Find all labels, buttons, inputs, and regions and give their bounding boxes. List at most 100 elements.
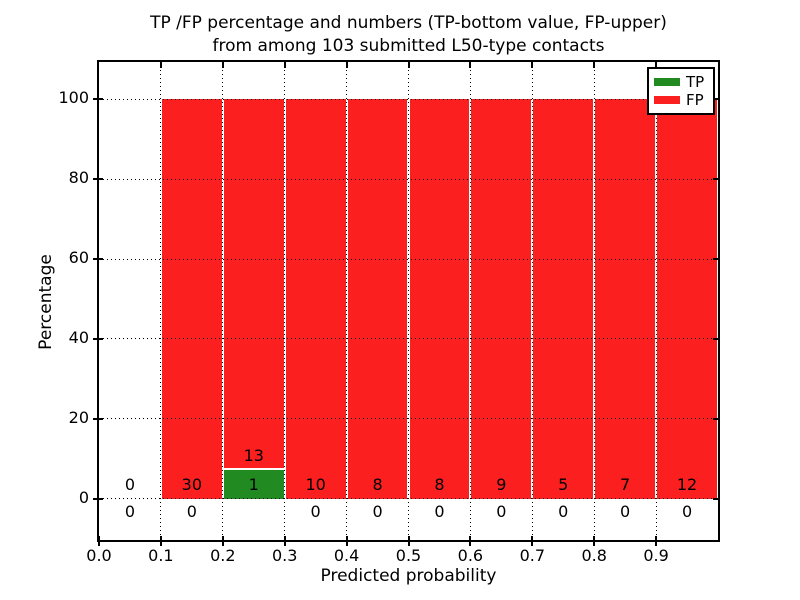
bar-fp (471, 99, 532, 499)
tp-count-label: 0 (372, 502, 383, 522)
y-tick (93, 337, 103, 340)
x-tick (655, 536, 658, 546)
x-tick-top (407, 62, 410, 68)
y-tick (93, 98, 103, 101)
plot-area: 0 20 40 60 80 100 0.0 0.1 0.2 0.3 0.4 0.5 0.6 0.7 0.8 0… (58, 60, 720, 565)
y-tick-right (713, 497, 718, 500)
chart-title-line1: TP /FP percentage and numbers (TP-bottom… (150, 13, 667, 33)
x-tick (345, 536, 348, 546)
bar-fp (657, 99, 717, 499)
bar-fp (533, 99, 594, 499)
x-tick-label: 0.5 (395, 546, 422, 565)
fp-count-label: 8 (434, 474, 445, 494)
tp-count-label: 0 (434, 502, 445, 522)
bar-fp (409, 99, 470, 499)
x-tick-top (283, 62, 286, 68)
fp-count-label: 7 (620, 474, 631, 494)
x-tick (531, 536, 534, 546)
x-tick-label: 0.8 (581, 546, 607, 565)
y-tick-label: 0 (78, 487, 89, 507)
bar-tp (223, 470, 284, 499)
x-tick-top (221, 62, 224, 68)
y-tick-label: 100 (58, 88, 89, 108)
legend-label-fp: FP (686, 90, 704, 109)
tp-count-label: 0 (186, 502, 197, 522)
x-tick-label: 0.6 (457, 546, 484, 565)
tp-count-label: 0 (496, 502, 507, 522)
x-tick (159, 536, 162, 546)
bar-fp (161, 99, 222, 499)
legend: TP FP (647, 67, 715, 115)
x-tick-top (469, 62, 472, 68)
x-tick-top (345, 62, 348, 68)
legend-item-fp: FP (654, 91, 708, 109)
legend-label-tp: TP (686, 72, 705, 91)
gridline-v (160, 62, 162, 540)
fp-count-label: 10 (305, 474, 326, 494)
y-axis-label: Percentage (36, 254, 56, 350)
tp-count-label: 0 (558, 502, 569, 522)
legend-swatch-tp-icon (654, 78, 680, 86)
x-tick (221, 536, 224, 546)
fp-count-label: 9 (496, 474, 507, 494)
x-tick (98, 536, 100, 546)
y-tick-right (713, 337, 718, 340)
fp-count-label: 8 (372, 474, 383, 494)
fp-count-label: 12 (676, 474, 698, 494)
tp-count-label: 0 (124, 502, 136, 522)
gridline-v (346, 62, 348, 540)
y-tick-label: 40 (68, 327, 89, 347)
x-tick-top (531, 62, 534, 68)
bar-fp (285, 99, 346, 499)
y-tick-right (713, 178, 718, 181)
y-tick (93, 497, 103, 500)
gridline-v (222, 62, 224, 540)
bar-fp (595, 99, 656, 499)
x-tick (593, 536, 596, 546)
gridline-v (469, 62, 471, 540)
gridline-v (408, 62, 409, 540)
y-tick-right (713, 258, 718, 261)
bar-fp (347, 99, 408, 499)
x-tick (283, 536, 286, 546)
legend-item-tp: TP (654, 73, 708, 91)
chart-title-line2: from among 103 submitted L50-type contac… (212, 36, 605, 56)
x-tick-label: 0.4 (333, 546, 360, 565)
x-tick-label: 0.3 (271, 546, 298, 565)
tp-count-label: 0 (310, 502, 321, 522)
gridline-v (593, 62, 595, 540)
x-tick-label: 0.7 (519, 546, 546, 565)
x-tick-top (593, 62, 596, 68)
tp-count-label: 1 (248, 474, 259, 494)
x-tick (407, 536, 410, 546)
fp-count-label: 13 (243, 446, 264, 466)
bar-fp (223, 99, 284, 469)
y-tick-label: 20 (68, 407, 89, 427)
y-tick (93, 178, 103, 181)
legend-swatch-fp-icon (654, 96, 680, 104)
fp-count-label: 30 (181, 474, 203, 494)
gridline-v (531, 62, 533, 540)
fp-count-label: 0 (124, 474, 136, 494)
gridline-v (284, 62, 286, 540)
tp-count-label: 0 (681, 502, 693, 522)
gridline-v (655, 62, 657, 540)
y-tick-right (713, 98, 718, 101)
x-tick-label: 0.1 (148, 546, 174, 565)
y-tick (93, 258, 103, 261)
y-tick-label: 60 (68, 248, 89, 268)
tp-count-label: 0 (620, 502, 631, 522)
chart-title: TP /FP percentage and numbers (TP-bottom… (99, 12, 718, 58)
x-tick-label: 0.0 (86, 546, 112, 565)
y-tick (93, 417, 103, 420)
y-tick-label: 80 (68, 168, 89, 188)
x-tick-top (655, 62, 658, 68)
x-tick (469, 536, 472, 546)
x-tick-top (159, 62, 162, 68)
x-axis-label: Predicted probability (320, 566, 497, 586)
y-tick-right (713, 417, 718, 420)
x-tick-label: 0.9 (643, 546, 669, 565)
x-tick-label: 0.2 (210, 546, 236, 565)
fp-count-label: 5 (558, 474, 569, 494)
